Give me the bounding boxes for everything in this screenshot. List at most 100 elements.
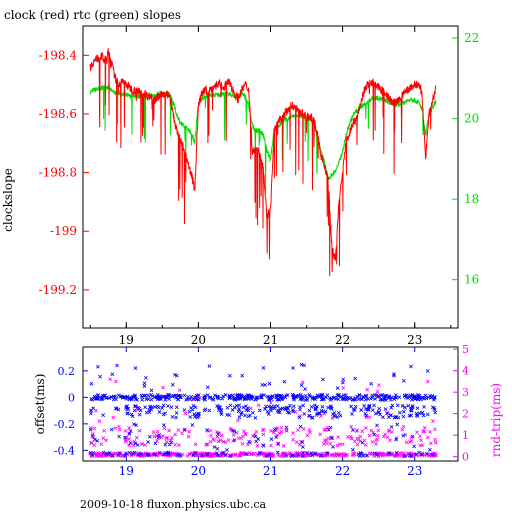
rnd-trip-point: [186, 434, 191, 439]
rnd-trip-point: [127, 443, 131, 448]
rnd-trip-point: [89, 441, 93, 445]
rnd-trip-point: [236, 436, 241, 441]
rnd-trip-point: [170, 436, 174, 440]
offset-point: [352, 407, 357, 412]
rnd-trip-point: [161, 385, 165, 390]
offset-point: [128, 395, 133, 400]
offset-point: [415, 414, 420, 418]
offset-point: [276, 397, 281, 401]
offset-point: [353, 376, 358, 381]
rnd-trip-point: [162, 426, 167, 431]
offset-point: [101, 413, 106, 418]
offset-point: [228, 454, 233, 458]
offset-point: [114, 406, 119, 411]
rnd-trip-point: [96, 451, 100, 455]
offset-point: [284, 453, 289, 458]
rnd-trip-point: [352, 439, 357, 444]
offset-point: [163, 397, 168, 402]
offset-point: [166, 404, 170, 408]
offset-point: [204, 452, 209, 456]
offset-point: [341, 377, 346, 382]
offset-point: [379, 397, 384, 401]
offset-point: [404, 395, 408, 400]
offset-point: [267, 397, 271, 401]
offset-point: [153, 452, 157, 457]
rnd-trip-point: [322, 411, 327, 416]
offset-point: [91, 406, 96, 411]
offset-point: [381, 415, 385, 420]
offset-point: [190, 407, 195, 412]
offset-point: [363, 407, 368, 412]
offset-point: [136, 452, 141, 457]
offset-point: [383, 398, 388, 402]
offset-point: [421, 413, 426, 418]
offset-point: [236, 396, 241, 401]
offset-point: [363, 411, 368, 416]
clock-series-line: [89, 48, 437, 277]
offset-point: [416, 397, 420, 402]
offset-point: [153, 405, 157, 409]
offset-point: [205, 393, 210, 397]
offset-point: [420, 410, 425, 415]
rnd-trip-point: [418, 434, 422, 439]
rnd-trip-point: [335, 443, 340, 448]
offset-point: [129, 412, 134, 417]
rnd-trip-point: [355, 436, 360, 441]
offset-point: [218, 405, 222, 410]
offset-point: [382, 396, 387, 401]
rnd-trip-point: [211, 437, 215, 441]
offset-point: [212, 445, 217, 449]
rnd-trip-point: [341, 386, 346, 390]
rnd-trip-axis-tick-label: 5: [462, 343, 469, 356]
rnd-trip-point: [319, 452, 323, 457]
offset-point: [243, 413, 247, 418]
rnd-trip-point: [250, 434, 255, 438]
offset-point: [325, 451, 330, 456]
rnd-trip-point: [333, 453, 337, 458]
offset-point: [107, 451, 112, 455]
rnd-trip-point: [422, 429, 427, 434]
offset-point: [110, 453, 115, 458]
offset-point: [214, 451, 219, 455]
offset-point: [133, 441, 138, 446]
offset-point: [104, 451, 109, 456]
rnd-trip-point: [209, 452, 214, 457]
rnd-trip-point: [140, 442, 145, 446]
rnd-trip-point: [296, 428, 300, 433]
offset-point: [365, 453, 369, 458]
offset-point: [169, 440, 174, 445]
offset-point: [424, 451, 429, 456]
offset-point: [133, 366, 138, 370]
offset-point: [239, 412, 244, 417]
offset-point: [261, 366, 266, 370]
offset-point: [363, 397, 368, 402]
offset-point: [200, 453, 204, 458]
rnd-trip-point: [216, 439, 221, 444]
rnd-trip-point: [340, 442, 345, 447]
offset-point: [285, 410, 290, 415]
rnd-trip-point: [312, 452, 317, 456]
offset-point: [174, 410, 179, 415]
offset-point: [341, 396, 346, 401]
offset-point: [291, 393, 296, 398]
offset-point: [372, 451, 377, 456]
rnd-trip-point: [151, 430, 156, 434]
rnd-trip-point: [113, 379, 118, 384]
offset-point: [366, 396, 370, 401]
rnd-trip-point: [108, 377, 113, 382]
offset-axis-tick-labels: 0.2 0 -0.2 -0.4: [54, 365, 75, 458]
rnd-trip-point: [164, 436, 169, 440]
rnd-trip-point: [127, 426, 132, 430]
rnd-trip-point: [376, 452, 381, 456]
offset-point: [280, 406, 285, 411]
rnd-trip-axis-tick-label: 3: [462, 386, 469, 399]
offset-point: [389, 413, 393, 417]
offset-point: [142, 381, 147, 386]
offset-point: [133, 404, 137, 409]
offset-point: [143, 376, 148, 380]
rnd-trip-point: [104, 438, 108, 443]
offset-point: [253, 434, 258, 439]
offset-point: [220, 396, 225, 401]
offset-point: [425, 412, 430, 417]
offset-point: [101, 450, 106, 455]
